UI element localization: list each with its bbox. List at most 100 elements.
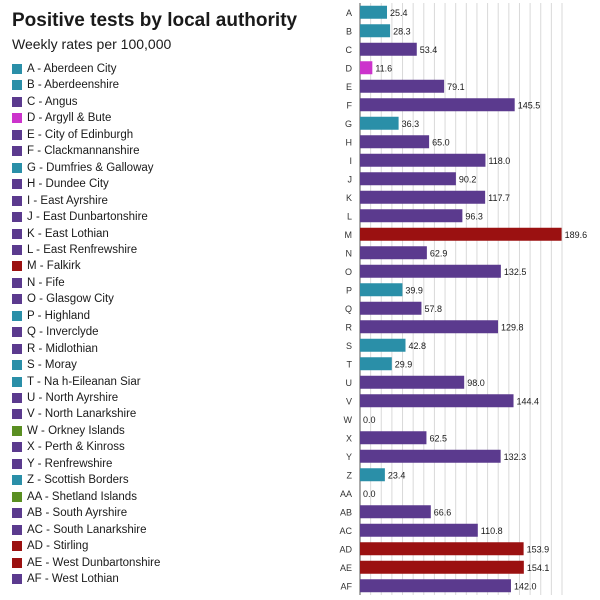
bar xyxy=(360,357,392,371)
data-label: 11.6 xyxy=(375,63,392,73)
legend-swatch xyxy=(12,228,22,239)
bar xyxy=(360,24,391,38)
legend-item: Y - Renfrewshire xyxy=(12,457,112,471)
legend-item: H - Dundee City xyxy=(12,177,109,191)
tick-label: K xyxy=(346,193,352,203)
bar xyxy=(360,338,406,352)
data-label: 144.4 xyxy=(517,396,540,406)
data-label: 62.5 xyxy=(429,433,447,443)
data-label: 25.4 xyxy=(390,8,408,18)
data-label: 42.8 xyxy=(409,341,427,351)
legend-item: X - Perth & Kinross xyxy=(12,440,125,454)
data-label: 90.2 xyxy=(459,174,477,184)
legend-swatch xyxy=(12,409,22,420)
tick-label: U xyxy=(346,378,353,388)
data-label: 29.9 xyxy=(395,359,413,369)
legend-swatch xyxy=(12,557,22,568)
legend-swatch xyxy=(12,508,22,519)
legend-item: S - Moray xyxy=(12,358,77,372)
legend-label: U - North Ayrshire xyxy=(27,392,119,404)
bar xyxy=(360,431,427,445)
bar xyxy=(360,542,524,556)
bar xyxy=(360,394,514,408)
legend-item: T - Na h-Eileanan Siar xyxy=(12,375,141,389)
legend-label: X - Perth & Kinross xyxy=(27,441,125,454)
legend-item: AA - Shetland Islands xyxy=(12,490,137,504)
bar xyxy=(360,375,465,389)
legend-label: I - East Ayrshire xyxy=(27,194,108,207)
tick-label: T xyxy=(347,359,353,369)
legend-item: J - East Dunbartonshire xyxy=(12,210,148,224)
bar xyxy=(360,560,524,574)
legend-item: P - Highland xyxy=(12,309,90,323)
legend-swatch xyxy=(12,162,22,173)
legend-label: T - Na h-Eileanan Siar xyxy=(27,375,141,388)
legend-swatch xyxy=(12,80,22,91)
legend-label: B - Aberdeenshire xyxy=(27,79,120,92)
bar xyxy=(360,61,373,75)
data-label: 132.3 xyxy=(504,452,527,462)
tick-label: H xyxy=(346,137,353,147)
data-label: 132.5 xyxy=(504,267,527,277)
data-label: 117.7 xyxy=(488,193,510,203)
legend: A - Aberdeen City B - Aberdeenshire C - An… xyxy=(12,63,160,585)
legend-swatch xyxy=(12,491,22,502)
legend-item: O - Glasgow City xyxy=(12,292,114,306)
tick-label: AB xyxy=(340,507,352,517)
legend-label: G - Dumfries & Galloway xyxy=(27,161,154,174)
bar xyxy=(360,172,456,186)
tick-label: B xyxy=(346,26,352,36)
tick-label: Q xyxy=(345,304,352,314)
legend-label: AC - South Lanarkshire xyxy=(27,523,147,536)
legend-swatch xyxy=(12,113,22,124)
tick-label: P xyxy=(346,285,352,295)
legend-label: AE - West Dunbartonshire xyxy=(27,556,161,569)
bar xyxy=(360,246,427,260)
legend-item: W - Orkney Islands xyxy=(12,424,125,438)
data-label: 153.9 xyxy=(527,544,550,554)
bar xyxy=(360,190,486,204)
legend-swatch xyxy=(12,360,22,371)
tick-label: X xyxy=(346,433,352,443)
tick-label: W xyxy=(344,415,353,425)
legend-item: Q - Inverclyde xyxy=(12,325,99,339)
tick-label: L xyxy=(347,211,352,221)
tick-label: AD xyxy=(339,544,352,554)
legend-label: Y - Renfrewshire xyxy=(27,457,113,470)
legend-label: L - East Renfrewshire xyxy=(27,243,138,256)
legend-swatch xyxy=(12,129,22,140)
bar xyxy=(360,283,403,297)
data-label: 129.8 xyxy=(501,322,524,332)
data-label: 118.0 xyxy=(488,156,510,166)
bar xyxy=(360,264,501,278)
tick-label: Y xyxy=(346,452,352,462)
legend-swatch xyxy=(12,475,22,486)
tick-label: N xyxy=(346,248,353,258)
legend-label: M - Falkirk xyxy=(27,260,81,273)
data-label: 154.1 xyxy=(527,563,550,573)
tick-label: AC xyxy=(339,526,352,536)
data-label: 23.4 xyxy=(388,470,406,480)
legend-item: AC - South Lanarkshire xyxy=(12,523,147,537)
bar xyxy=(360,116,399,130)
legend-label: A - Aberdeen City xyxy=(27,63,117,75)
data-label: 96.3 xyxy=(465,211,483,221)
legend-swatch xyxy=(12,541,22,552)
legend-item: AE - West Dunbartonshire xyxy=(12,556,160,570)
legend-item: B - Aberdeenshire xyxy=(12,78,119,92)
tick-label: E xyxy=(346,82,352,92)
bar xyxy=(360,449,501,463)
legend-swatch xyxy=(12,277,22,288)
bar xyxy=(360,468,385,482)
data-label: 142.0 xyxy=(514,581,537,591)
tick-label: C xyxy=(346,45,353,55)
legend-label: N - Fife xyxy=(27,276,65,289)
legend-item: N - Fife xyxy=(12,276,65,290)
data-label: 98.0 xyxy=(467,378,485,388)
data-label: 57.8 xyxy=(424,304,442,314)
legend-swatch xyxy=(12,261,22,272)
data-label: 110.8 xyxy=(481,526,503,536)
tick-label: G xyxy=(345,119,352,129)
data-label: 28.3 xyxy=(393,26,411,36)
